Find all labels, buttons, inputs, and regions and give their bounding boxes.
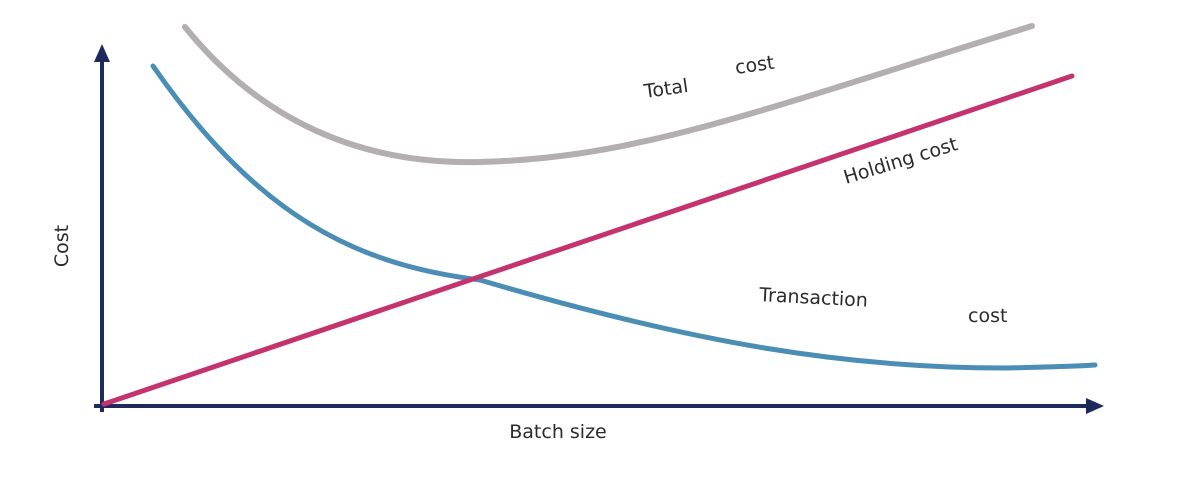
total-cost-label-part-2: cost	[734, 52, 776, 79]
y-axis-label: Cost	[51, 225, 73, 267]
total-cost-line	[182, 23, 1035, 166]
total-cost-label-part-1: Total	[642, 75, 690, 103]
x-axis-label: Batch size	[509, 421, 607, 443]
transaction-cost-label-part-1: Transaction	[758, 284, 869, 312]
x-axis-arrow	[1086, 398, 1104, 414]
holding-cost-label: Holding cost	[841, 133, 960, 189]
y-axis-arrow	[94, 44, 110, 62]
transaction-cost-label-part-2: cost	[968, 305, 1007, 327]
holding-cost-line	[101, 73, 1075, 407]
transaction-cost-line	[150, 63, 1098, 371]
